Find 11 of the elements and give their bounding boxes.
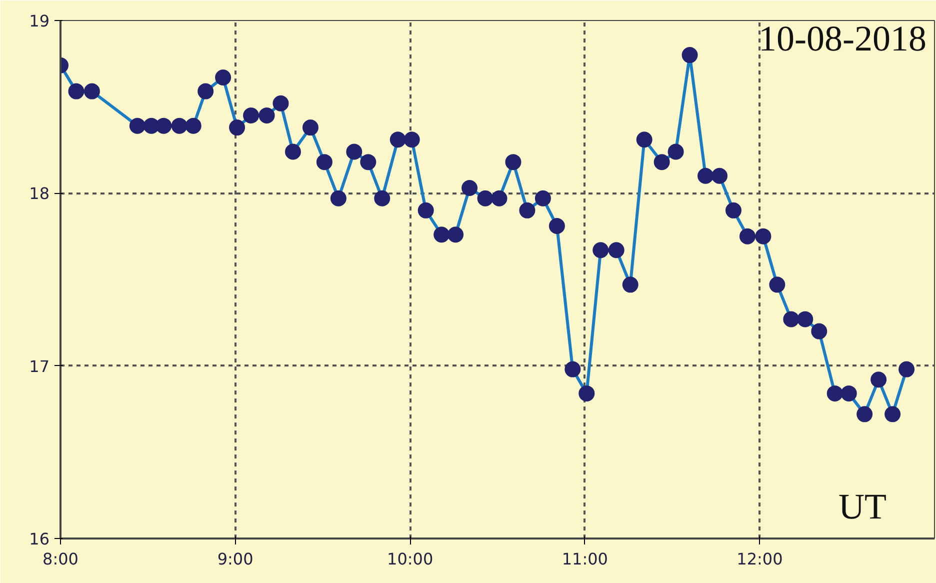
x-tick-label: 11:00 (562, 550, 608, 568)
y-tick-label: 16 (29, 530, 50, 548)
y-tick-label: 19 (29, 12, 50, 30)
y-tick-label: 17 (29, 356, 50, 376)
x-tick-label: 12:00 (736, 550, 783, 568)
x-tick-label: 10:00 (387, 550, 434, 568)
annotation: UT (838, 486, 887, 526)
x-tick-label: 9:00 (217, 550, 254, 568)
annotation: 10-08-2018 (758, 18, 927, 58)
y-tick-label: 18 (29, 184, 50, 204)
x-tick-label: 8:00 (42, 550, 78, 568)
